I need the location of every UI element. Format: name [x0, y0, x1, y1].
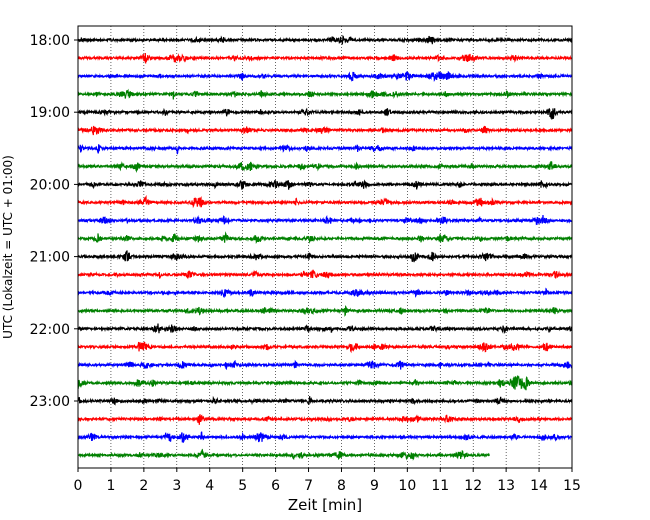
seismic-trace — [77, 53, 573, 64]
x-tick-label: 15 — [563, 478, 581, 494]
x-tick-label: 4 — [205, 478, 214, 494]
seismic-trace — [77, 395, 573, 406]
x-tick-label: 0 — [74, 478, 83, 494]
seismic-trace — [77, 179, 573, 190]
x-tick-label: 1 — [106, 478, 115, 494]
y-tick-label: 21:00 — [30, 250, 70, 266]
seismic-trace — [77, 144, 573, 155]
seismic-trace — [77, 359, 573, 371]
seismic-trace — [77, 431, 573, 443]
seismic-trace — [77, 194, 573, 209]
x-axis-title: Zeit [min] — [288, 496, 362, 514]
x-tick-label: 10 — [398, 478, 416, 494]
seismic-trace — [77, 250, 573, 263]
x-tick-label: 11 — [431, 478, 449, 494]
x-tick-label: 2 — [139, 478, 148, 494]
seismic-trace — [77, 375, 573, 391]
x-tick-label: 12 — [464, 478, 482, 494]
y-tick-label: 23:00 — [30, 394, 70, 410]
y-tick-label: 19:00 — [30, 105, 70, 121]
plot-frame — [77, 25, 573, 469]
seismic-trace — [77, 287, 573, 299]
seismic-trace — [77, 107, 573, 120]
y-axis-ticks: 18:00 19:00 20:00 21:00 22:00 23:00 — [30, 33, 78, 410]
seismic-trace — [77, 71, 573, 83]
seismic-trace — [77, 161, 573, 174]
x-tick-label: 7 — [304, 478, 313, 494]
x-tick-label: 13 — [497, 478, 515, 494]
y-tick-label: 22:00 — [30, 322, 70, 338]
y-tick-label: 18:00 — [30, 33, 70, 49]
seismic-trace — [77, 341, 573, 354]
x-tick-label: 6 — [271, 478, 280, 494]
y-axis-title: UTC (Lokalzeit = UTC + 01:00) — [1, 155, 15, 339]
x-tick-label: 5 — [238, 478, 247, 494]
seismic-trace — [77, 125, 573, 136]
x-tick-label: 8 — [337, 478, 346, 494]
seismic-traces — [77, 34, 573, 461]
seismic-trace — [77, 88, 573, 100]
x-tick-label: 9 — [370, 478, 379, 494]
x-tick-label: 3 — [172, 478, 181, 494]
seismic-trace — [77, 323, 573, 334]
seismic-trace — [77, 34, 573, 45]
seismic-trace — [77, 214, 573, 226]
seismic-trace — [77, 231, 573, 245]
seismic-trace — [77, 414, 573, 425]
seismic-trace — [77, 448, 490, 461]
seismic-trace — [77, 305, 573, 317]
x-axis-ticks: 0 1 2 3 4 5 6 7 8 9 10 11 12 13 14 15 — [74, 468, 581, 494]
seismic-trace — [77, 269, 573, 280]
y-tick-label: 20:00 — [30, 177, 70, 193]
x-tick-label: 14 — [530, 478, 548, 494]
